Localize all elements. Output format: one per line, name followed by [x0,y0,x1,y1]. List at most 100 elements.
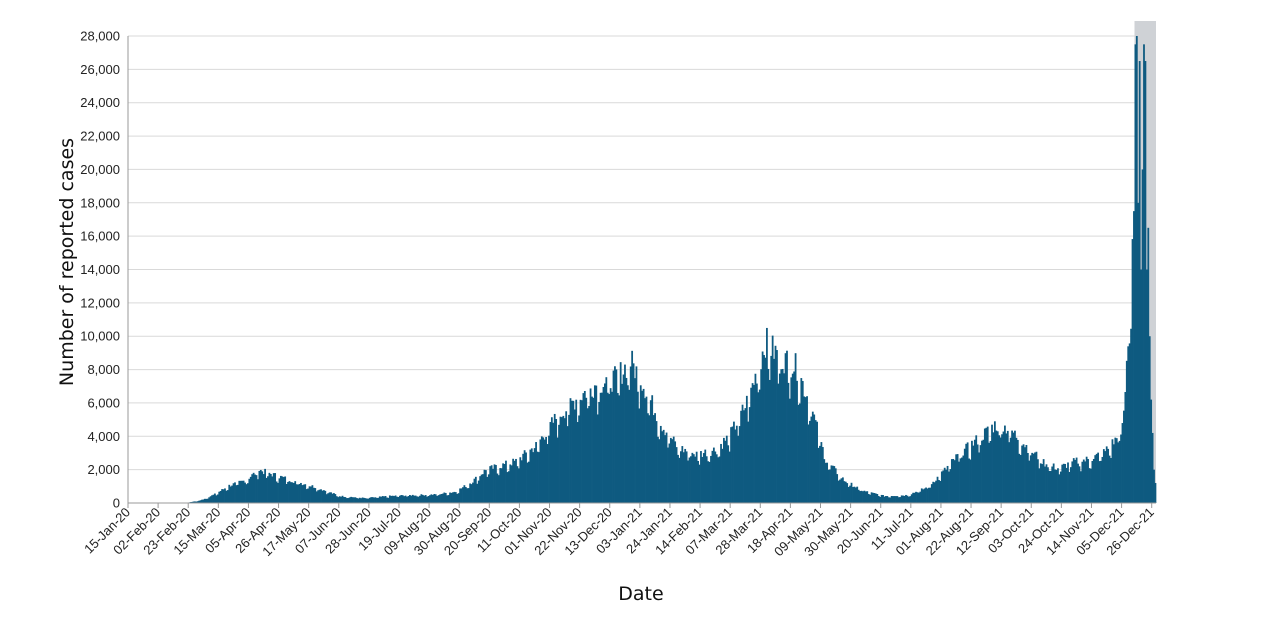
bar [278,478,281,503]
bar [502,463,504,503]
bar [936,476,939,503]
bar [335,496,338,503]
bars [129,36,1157,504]
bar [831,465,834,503]
bar [1067,462,1069,503]
bar [452,492,454,503]
bar [413,495,416,503]
bar [830,465,833,503]
bar [523,450,526,503]
bar [902,495,905,503]
bar [708,461,711,503]
bar [635,366,638,503]
bar [345,498,348,503]
bar [910,494,913,503]
bar [1135,36,1138,503]
bar [373,497,375,503]
bar [665,432,668,503]
bar [1118,440,1121,503]
bar [781,368,784,503]
bar [315,491,318,503]
bar [939,480,942,503]
bar [916,492,919,503]
bar [334,494,337,503]
bar [675,447,678,503]
bar [731,426,734,503]
bar [834,468,837,503]
bar [743,410,745,503]
bar [1006,430,1009,503]
bar [639,385,642,503]
bar [268,472,271,503]
bar [776,350,778,503]
bar [225,490,228,503]
bar [525,452,527,503]
bar [1035,451,1038,503]
bar [1074,459,1077,503]
bar [811,411,814,503]
bar [216,494,219,503]
bar [642,388,645,503]
bar [913,492,916,503]
bar [971,440,973,503]
bar [704,449,707,503]
bar [546,444,549,503]
bar [212,494,215,503]
bar [530,448,533,503]
bar [933,482,936,503]
bar [562,415,565,503]
bar [228,484,231,503]
bar [423,495,426,503]
bar [1131,239,1134,504]
bar [277,482,279,503]
bar [728,451,731,503]
bar [388,495,391,503]
bar [198,500,201,503]
bar [538,452,540,503]
bar [1148,336,1151,503]
bar [470,484,473,503]
bar [963,448,966,503]
bar [459,488,461,503]
bar [245,484,248,503]
bar [331,493,334,503]
bar [604,383,606,503]
bar [386,497,388,503]
bar [516,466,519,503]
bar [846,483,849,503]
bar [366,498,368,503]
bar [383,496,385,503]
bar [780,369,783,503]
bar [1115,438,1118,503]
bar [560,417,563,503]
bar [804,397,807,503]
bar [249,476,252,503]
bar [681,446,684,503]
bar [669,437,672,503]
bar [648,415,651,503]
bar [1042,459,1045,503]
bar [857,489,860,503]
y-tick-label: 10,000 [80,329,120,344]
bar [443,492,446,503]
bar [940,471,943,503]
bar [377,497,380,503]
bar [942,470,945,503]
bar [882,494,884,503]
bar [588,405,591,503]
bar [605,377,608,503]
bar [1134,44,1137,503]
bar [252,472,255,503]
bar [337,497,340,503]
bar [956,454,959,503]
bar [517,468,520,503]
bar [1100,460,1102,503]
bar [797,404,800,503]
bar [1034,452,1036,503]
bar [816,421,818,503]
y-tick-label: 28,000 [80,29,120,44]
bar [419,495,421,503]
bar [810,416,813,503]
bar [558,424,560,503]
bar [453,491,456,503]
